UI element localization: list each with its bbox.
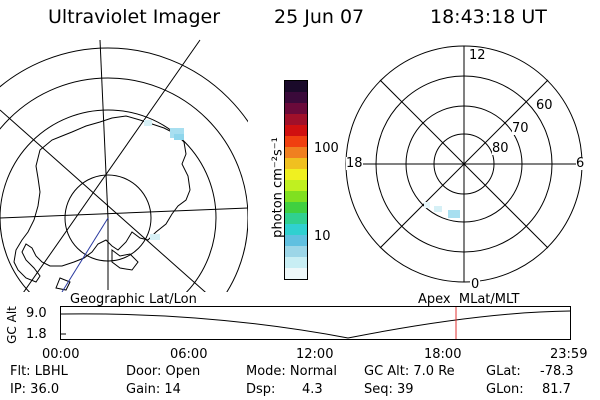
mlat-label-70: 70 <box>512 121 529 136</box>
mode-field: Mode: Normal <box>246 364 337 379</box>
date-label: 25 Jun 07 <box>274 6 365 28</box>
colorbar-swatch <box>285 136 307 147</box>
glon-value: 81.7 <box>542 382 571 397</box>
colorbar-tick-10: 10 <box>314 229 331 244</box>
colorbar-swatch <box>285 125 307 136</box>
mlat-label-60: 60 <box>536 98 553 113</box>
timeline-xtick-1: 06:00 <box>170 347 208 362</box>
colorbar-swatch <box>285 213 307 224</box>
colorbar-swatch <box>285 158 307 169</box>
colorbar-swatch <box>285 147 307 158</box>
glat-label: GLat: <box>486 364 521 379</box>
ip-field: IP: 36.0 <box>10 382 60 397</box>
antarctica-coastline <box>13 115 191 283</box>
timeline-frame <box>60 306 571 340</box>
glat-value: -78.3 <box>540 364 574 379</box>
magnetic-caption: Apex MLat/MLT <box>418 292 520 307</box>
colorbar-swatch <box>285 81 307 92</box>
dsp-value: 4.3 <box>302 382 323 397</box>
latitude-circle <box>0 77 248 292</box>
colorbar-swatch <box>285 268 307 279</box>
colorbar-swatch <box>285 257 307 268</box>
time-label: 18:43:18 UT <box>430 6 547 28</box>
seq-field: Seq: 39 <box>364 382 414 397</box>
gain-field: Gain: 14 <box>126 382 181 397</box>
colorbar-swatch <box>285 235 307 246</box>
timeline-xtick-0: 00:00 <box>42 347 80 362</box>
timeline-ytick-9: 9.0 <box>26 306 47 321</box>
timeline-ytick-1: 1.8 <box>26 327 47 342</box>
colorbar-label: photon cm⁻²s⁻¹ <box>270 137 286 238</box>
mlt-label-6: 6 <box>576 156 585 171</box>
colorbar-tick-100: 100 <box>314 141 339 156</box>
colorbar-swatch <box>285 92 307 103</box>
timeline-xtick-2: 12:00 <box>296 347 334 362</box>
geographic-map <box>0 39 248 292</box>
instrument-title: Ultraviolet Imager <box>48 6 221 28</box>
altitude-curve <box>61 310 571 339</box>
latitude-circle <box>0 109 217 292</box>
timeline-xtick-3: 18:00 <box>424 347 462 362</box>
dsp-label: Dsp: <box>246 382 276 397</box>
island-coast <box>55 277 71 291</box>
timeline-xtick-4: 23:59 <box>550 347 588 362</box>
colorbar-swatch <box>285 202 307 213</box>
aurora-emission <box>424 202 460 218</box>
colorbar-swatch <box>285 224 307 235</box>
timeline-axis-label: GC Alt <box>5 306 19 344</box>
colorbar-swatch <box>285 246 307 257</box>
view-direction-line <box>61 217 109 292</box>
geographic-caption: Geographic Lat/Lon <box>70 292 197 307</box>
gc-alt-field: GC Alt: 7.0 Re <box>364 364 455 379</box>
magnetic-map <box>345 45 583 283</box>
longitude-line <box>0 109 206 292</box>
door-field: Door: Open <box>126 364 201 379</box>
mlt-label-18: 18 <box>346 156 363 171</box>
longitude-line <box>23 39 201 292</box>
mlat-label-80: 80 <box>492 141 509 156</box>
aurora-emission <box>144 120 184 240</box>
mlt-label-12: 12 <box>468 48 487 63</box>
island-coast <box>111 249 139 271</box>
glon-label: GLon: <box>486 382 524 397</box>
altitude-timeline <box>60 306 571 340</box>
colorbar-swatch <box>285 191 307 202</box>
mlt-line <box>379 79 549 249</box>
colorbar-swatch <box>285 103 307 114</box>
filter-field: Flt: LBHL <box>10 364 68 379</box>
colorbar-swatch <box>285 180 307 191</box>
mlt-label-0: 0 <box>470 277 481 292</box>
longitude-line <box>99 39 109 219</box>
latitude-circle <box>0 47 248 123</box>
longitude-line <box>0 207 248 219</box>
colorbar <box>284 80 308 280</box>
colorbar-swatch <box>285 169 307 180</box>
colorbar-swatch <box>285 114 307 125</box>
